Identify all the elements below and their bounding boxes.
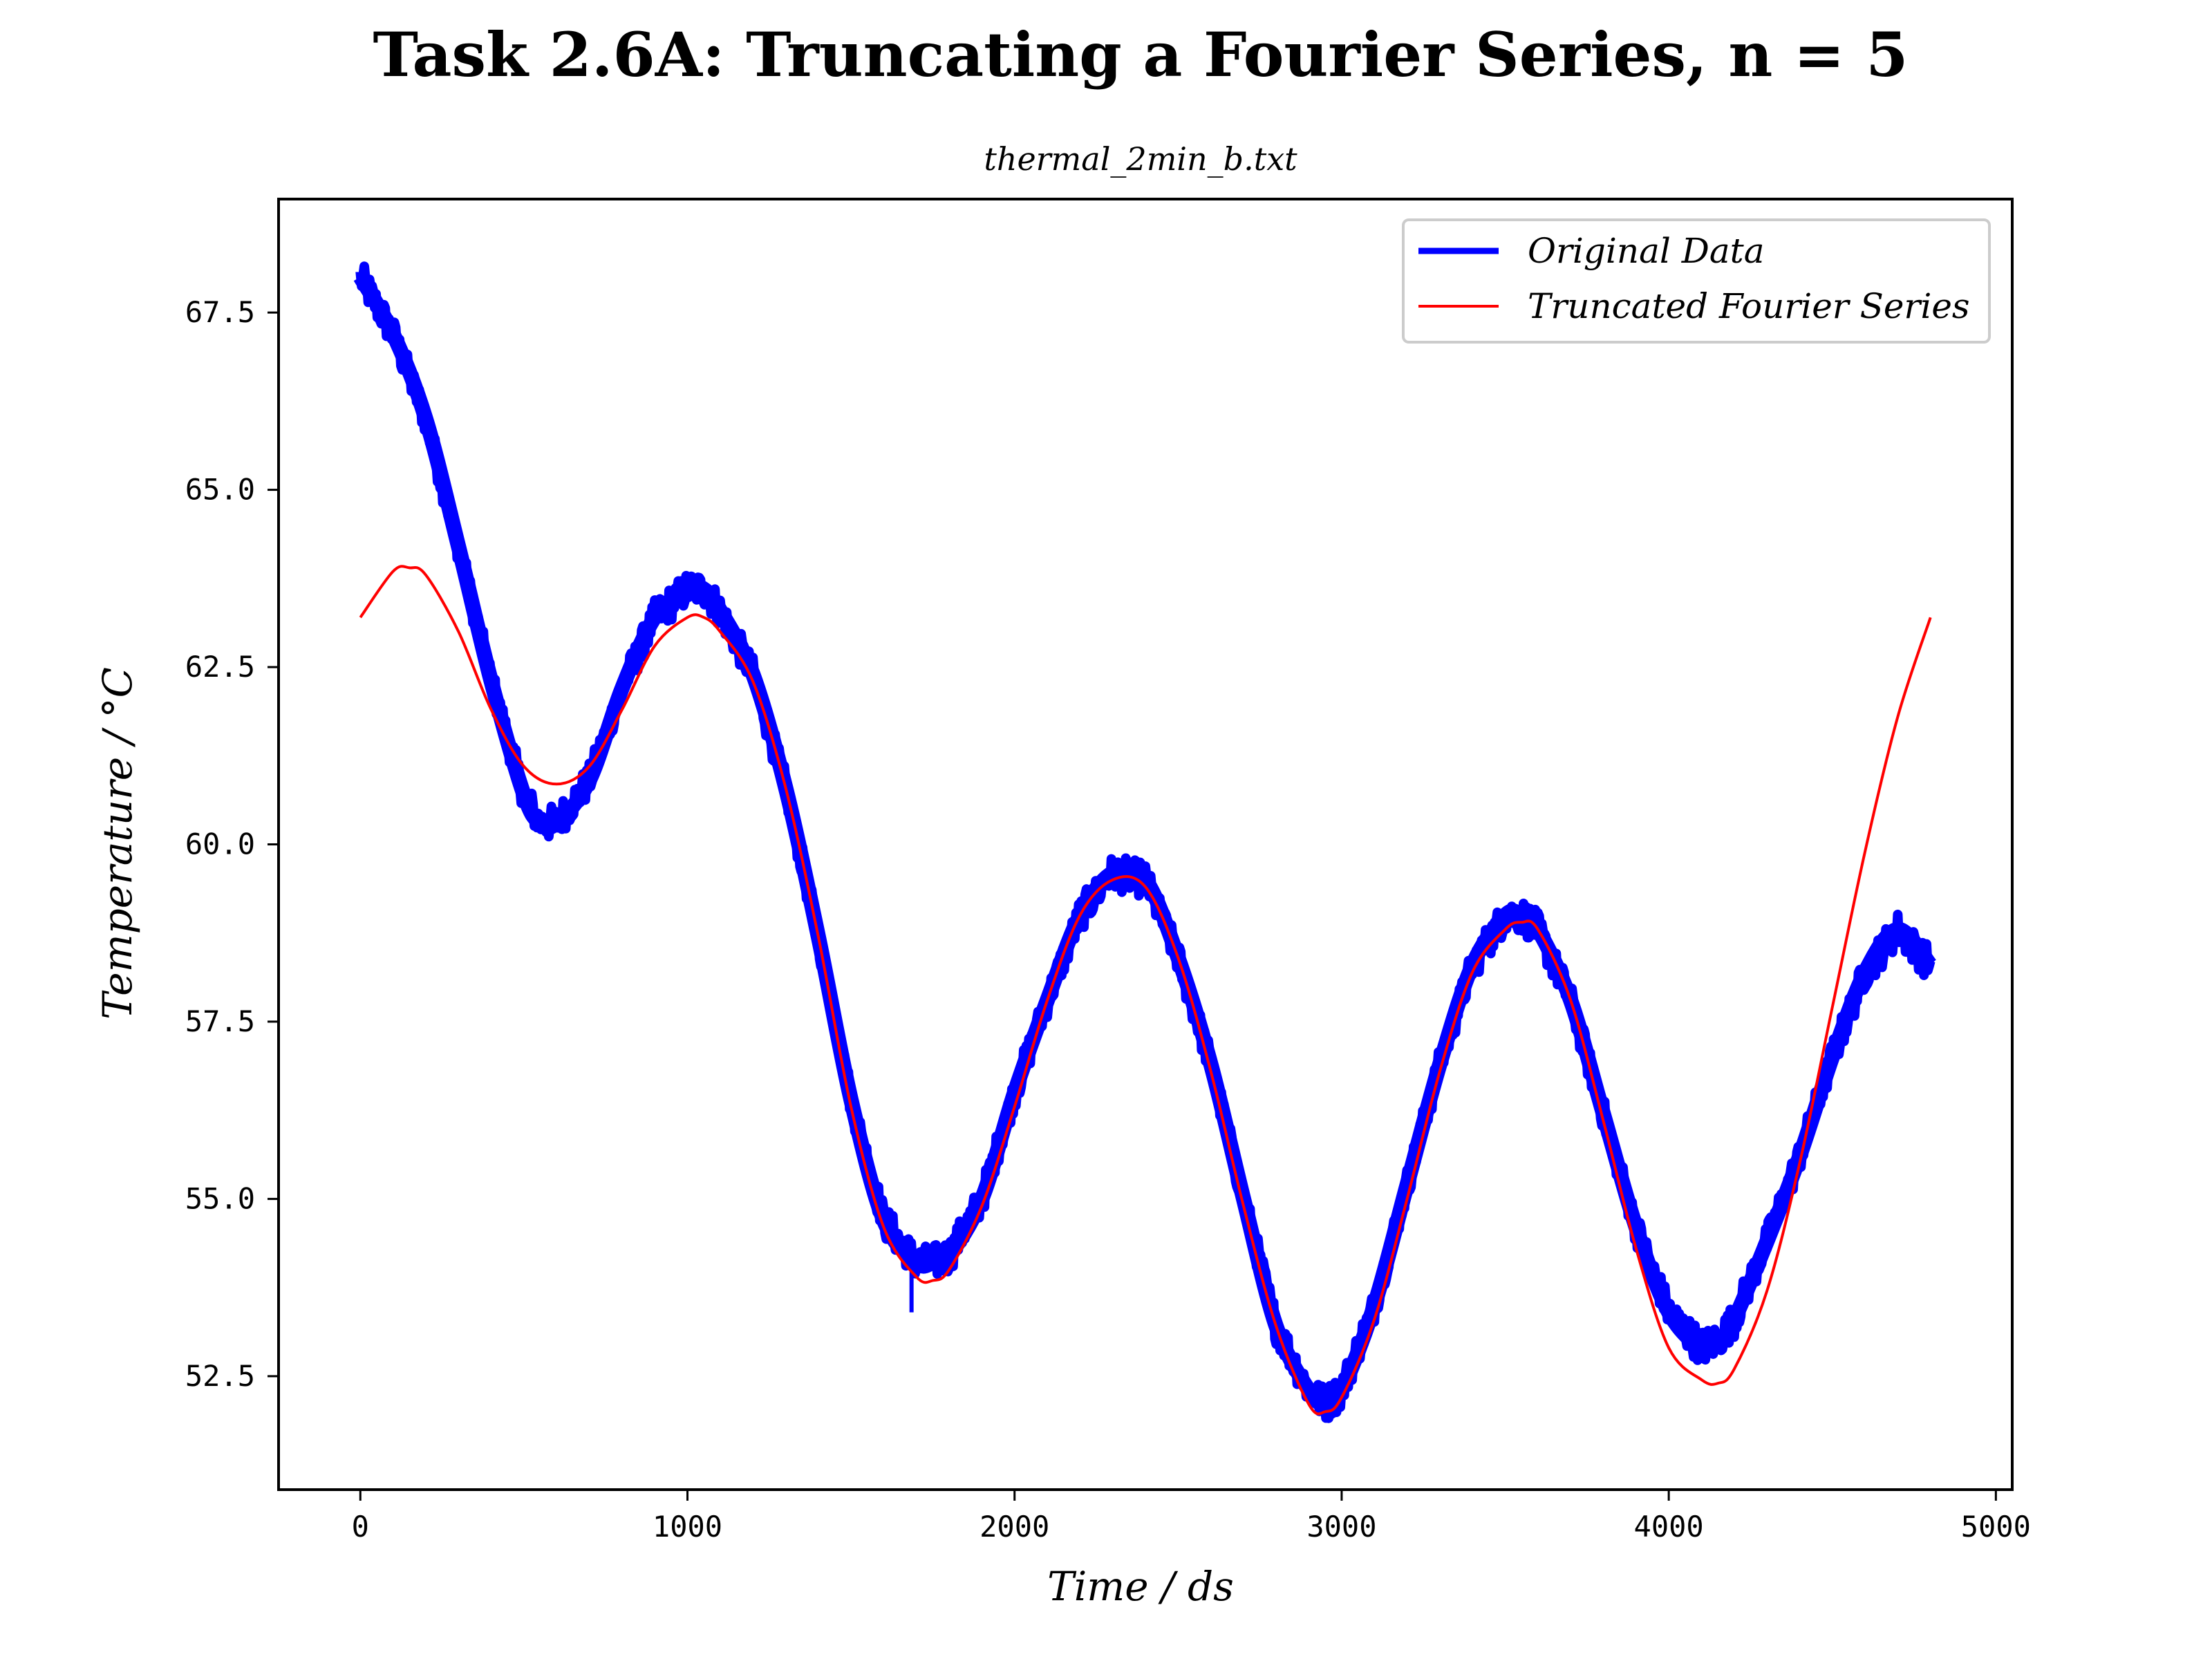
x-tick-label: 3000 <box>1306 1510 1376 1544</box>
x-axis: 0 1000 2000 3000 4000 5000 <box>352 1490 2031 1544</box>
y-tick-label: 60.0 <box>185 827 255 861</box>
y-tick-label: 55.0 <box>185 1181 255 1215</box>
legend-box <box>1402 218 1991 344</box>
x-tick-label: 4000 <box>1634 1510 1704 1544</box>
x-tick-label: 0 <box>352 1510 369 1544</box>
x-axis-label: Time / ds <box>1047 1563 1234 1610</box>
x-tick-label: 5000 <box>1961 1510 2031 1544</box>
series-layer <box>353 261 1937 1423</box>
y-axis-label: Temperature / °C <box>94 667 141 1020</box>
y-tick-label: 65.0 <box>185 473 255 507</box>
legend: Original Data Truncated Fourier Series <box>1402 218 1991 344</box>
y-tick-label: 52.5 <box>185 1359 255 1393</box>
chart-title: Task 2.6A: Truncating a Fourier Series, … <box>373 19 1908 91</box>
legend-label-original: Original Data <box>1528 231 1765 271</box>
x-tick-label: 1000 <box>653 1510 722 1544</box>
y-axis: 52.5 55.0 57.5 60.0 62.5 65.0 67.5 <box>185 295 279 1393</box>
y-tick-label: 62.5 <box>185 650 255 684</box>
y-tick-label: 57.5 <box>185 1004 255 1038</box>
y-tick-label: 67.5 <box>185 295 255 329</box>
plot-area <box>277 198 2014 1491</box>
legend-label-fourier: Truncated Fourier Series <box>1528 286 1970 326</box>
series-truncated-fourier <box>359 565 1932 1416</box>
series-original-data-core <box>353 273 1937 1413</box>
plot-content <box>353 261 1937 1423</box>
chart-subtitle: thermal_2min_b.txt <box>984 140 1297 178</box>
x-tick-label: 2000 <box>980 1510 1049 1544</box>
